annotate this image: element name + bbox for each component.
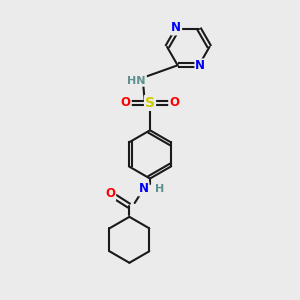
Text: N: N [171,22,181,34]
Text: N: N [139,182,148,195]
Text: N: N [195,59,205,72]
Text: H: H [155,184,164,194]
Text: S: S [145,96,155,110]
Text: O: O [169,96,179,110]
Text: HN: HN [128,76,146,86]
Text: O: O [121,96,131,110]
Text: O: O [105,187,115,200]
